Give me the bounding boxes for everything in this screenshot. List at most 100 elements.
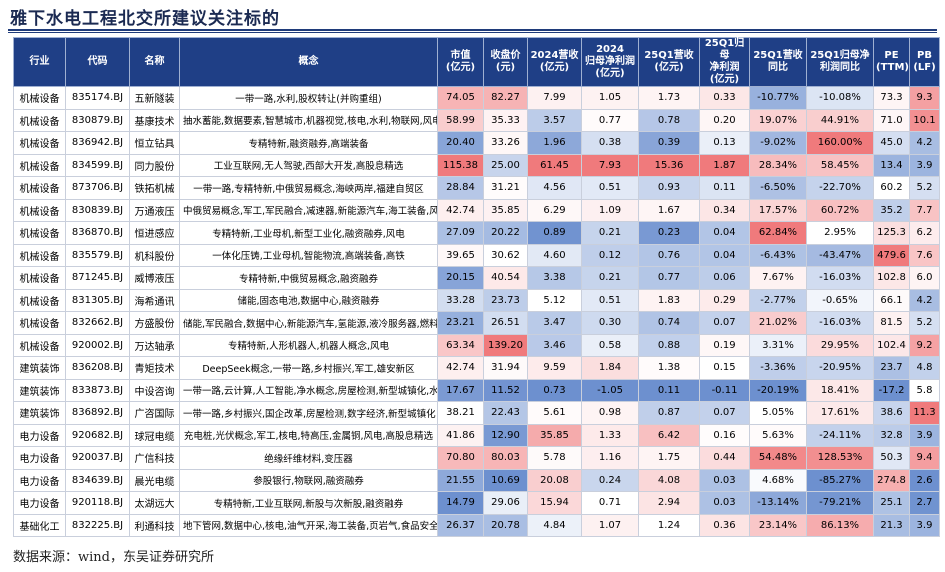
cell-pb-lf: 9.4 bbox=[909, 446, 940, 470]
cell-net-profit-25q1: 0.03 bbox=[699, 468, 750, 492]
cell-code: 920682.BJ bbox=[65, 423, 130, 447]
table-row[interactable]: 机械设备 836870.BJ 恒进感应 专精特新,工业母机,新型工业化,融资融券,风电… bbox=[13, 221, 940, 245]
cell-code: 832662.BJ bbox=[65, 311, 130, 335]
cell-market-cap: 74.05 bbox=[437, 86, 484, 110]
cell-name: 万通液压 bbox=[129, 198, 180, 222]
table-row[interactable]: 机械设备 830879.BJ 基康技术 抽水蓄能,数据要素,智慧城市,机器视觉,核电,… bbox=[13, 108, 940, 132]
cell-net-profit-25q1: 0.06 bbox=[699, 266, 750, 290]
cell-concept: 抽水蓄能,数据要素,智慧城市,机器视觉,核电,水利,物联网,风电 bbox=[179, 108, 438, 132]
table-body: 机械设备 835174.BJ 五新隧装 一带一路,水利,股权转让(并购重组) 74.05… bbox=[13, 86, 940, 537]
cell-net-profit-25q1: 0.34 bbox=[699, 198, 750, 222]
cell-pe-ttm: -17.2 bbox=[873, 378, 910, 402]
cell-revenue-2024: 5.78 bbox=[527, 446, 582, 470]
cell-net-profit-2024: 0.58 bbox=[581, 333, 639, 357]
cell-industry: 建筑装饰 bbox=[13, 356, 66, 380]
table-row[interactable]: 机械设备 871245.BJ 威博液压 专精特新,中俄贸易概念,融资融券 20.15 40… bbox=[13, 266, 940, 290]
table-row[interactable]: 电力设备 920682.BJ 球冠电缆 充电桩,光伏概念,军工,核电,特高压,金属铜,… bbox=[13, 423, 940, 447]
cell-industry: 建筑装饰 bbox=[13, 378, 66, 402]
cell-revenue-2024: 6.29 bbox=[527, 198, 582, 222]
table-row[interactable]: 机械设备 873706.BJ 铁拓机械 一带一路,专精特新,中俄贸易概念,海峡两岸,福… bbox=[13, 176, 940, 200]
cell-concept: 专精特新,工业母机,新型工业化,融资融券,风电 bbox=[179, 221, 438, 245]
cell-name: 方盛股份 bbox=[129, 311, 180, 335]
cell-net-profit-yoy-25q1: -24.11% bbox=[806, 423, 874, 447]
cell-close-price: 20.78 bbox=[483, 513, 528, 537]
cell-market-cap: 23.21 bbox=[437, 311, 484, 335]
cell-pb-lf: 3.9 bbox=[909, 153, 940, 177]
table-row[interactable]: 建筑装饰 836208.BJ 青矩技术 DeepSeek概念,一带一路,乡村振兴,军工… bbox=[13, 356, 940, 380]
cell-revenue-yoy-25q1: 19.07% bbox=[749, 108, 807, 132]
cell-net-profit-25q1: 0.16 bbox=[699, 423, 750, 447]
cell-net-profit-yoy-25q1: -16.03% bbox=[806, 266, 874, 290]
table-row[interactable]: 建筑装饰 833873.BJ 中设咨询 一带一路,云计算,人工智能,净水概念,房屋检测… bbox=[13, 378, 940, 402]
cell-concept: 专精特新,工业互联网,新股与次新股,融资融券 bbox=[179, 491, 438, 515]
table-row[interactable]: 机械设备 832662.BJ 方盛股份 储能,军民融合,数据中心,新能源汽车,氢能源,… bbox=[13, 311, 940, 335]
cell-pe-ttm: 73.3 bbox=[873, 86, 910, 110]
cell-net-profit-25q1: 0.15 bbox=[699, 356, 750, 380]
table-row[interactable]: 基础化工 832225.BJ 利通科技 地下管网,数据中心,核电,油气开采,海工装备,… bbox=[13, 513, 940, 537]
cell-net-profit-25q1: 0.29 bbox=[699, 288, 750, 312]
cell-market-cap: 21.55 bbox=[437, 468, 484, 492]
cell-concept: 一带一路,专精特新,中俄贸易概念,海峡两岸,福建自贸区 bbox=[179, 176, 438, 200]
header-revenue-yoy-25q1: 25Q1营收 同比 bbox=[749, 37, 807, 87]
cell-revenue-2024: 3.47 bbox=[527, 311, 582, 335]
table-row[interactable]: 电力设备 920037.BJ 广信科技 绝缘纤维材料,变压器 70.80 80.03 5.7… bbox=[13, 446, 940, 470]
cell-net-profit-25q1: 0.19 bbox=[699, 333, 750, 357]
cell-revenue-2024: 4.84 bbox=[527, 513, 582, 537]
cell-net-profit-25q1: 0.44 bbox=[699, 446, 750, 470]
cell-pb-lf: 6.2 bbox=[909, 221, 940, 245]
cell-close-price: 11.52 bbox=[483, 378, 528, 402]
cell-net-profit-2024: 0.77 bbox=[581, 108, 639, 132]
table-row[interactable]: 机械设备 831305.BJ 海希通讯 储能,固态电池,数据中心,融资融券 33.28 2… bbox=[13, 288, 940, 312]
cell-close-price: 26.51 bbox=[483, 311, 528, 335]
table-row[interactable]: 机械设备 830839.BJ 万通液压 中俄贸易概念,军工,军民融合,减速器,新能源汽… bbox=[13, 198, 940, 222]
table-row[interactable]: 电力设备 920118.BJ 太湖远大 专精特新,工业互联网,新股与次新股,融资融券 1… bbox=[13, 491, 940, 515]
cell-revenue-yoy-25q1: 3.31% bbox=[749, 333, 807, 357]
cell-name: 万达轴承 bbox=[129, 333, 180, 357]
cell-revenue-yoy-25q1: -10.77% bbox=[749, 86, 807, 110]
cell-industry: 机械设备 bbox=[13, 311, 66, 335]
cell-revenue-2024: 3.38 bbox=[527, 266, 582, 290]
cell-industry: 机械设备 bbox=[13, 221, 66, 245]
cell-revenue-25q1: 0.11 bbox=[638, 378, 700, 402]
cell-revenue-25q1: 1.67 bbox=[638, 198, 700, 222]
cell-revenue-2024: 9.59 bbox=[527, 356, 582, 380]
cell-pe-ttm: 479.6 bbox=[873, 243, 910, 267]
cell-pe-ttm: 125.3 bbox=[873, 221, 910, 245]
cell-pb-lf: 9.3 bbox=[909, 86, 940, 110]
cell-market-cap: 70.80 bbox=[437, 446, 484, 470]
table-row[interactable]: 机械设备 836942.BJ 恒立钻具 专精特新,融资融券,高端装备 20.40 33.2… bbox=[13, 131, 940, 155]
cell-name: 五新隧装 bbox=[129, 86, 180, 110]
cell-pe-ttm: 81.5 bbox=[873, 311, 910, 335]
cell-name: 机科股份 bbox=[129, 243, 180, 267]
cell-market-cap: 58.99 bbox=[437, 108, 484, 132]
cell-pb-lf: 11.3 bbox=[909, 401, 940, 425]
cell-revenue-yoy-25q1: 28.34% bbox=[749, 153, 807, 177]
cell-code: 832225.BJ bbox=[65, 513, 130, 537]
cell-industry: 基础化工 bbox=[13, 513, 66, 537]
cell-net-profit-25q1: 0.07 bbox=[699, 401, 750, 425]
cell-industry: 机械设备 bbox=[13, 333, 66, 357]
cell-industry: 电力设备 bbox=[13, 468, 66, 492]
table-row[interactable]: 建筑装饰 836892.BJ 广咨国际 一带一路,乡村振兴,国企改革,房屋检测,数字经… bbox=[13, 401, 940, 425]
cell-revenue-yoy-25q1: 23.14% bbox=[749, 513, 807, 537]
cell-revenue-2024: 61.45 bbox=[527, 153, 582, 177]
cell-revenue-25q1: 0.74 bbox=[638, 311, 700, 335]
cell-market-cap: 33.28 bbox=[437, 288, 484, 312]
cell-net-profit-yoy-25q1: 29.95% bbox=[806, 333, 874, 357]
table-row[interactable]: 电力设备 834639.BJ 晨光电缆 参股银行,物联网,融资融券 21.55 10.69… bbox=[13, 468, 940, 492]
cell-pb-lf: 10.1 bbox=[909, 108, 940, 132]
cell-market-cap: 39.65 bbox=[437, 243, 484, 267]
table-row[interactable]: 机械设备 835579.BJ 机科股份 一体化压铸,工业母机,智能物流,高端装备,高铁… bbox=[13, 243, 940, 267]
cell-pb-lf: 4.8 bbox=[909, 356, 940, 380]
cell-industry: 电力设备 bbox=[13, 491, 66, 515]
cell-concept: 地下管网,数据中心,核电,油气开采,海工装备,页岩气,食品安全 bbox=[179, 513, 438, 537]
cell-revenue-yoy-25q1: 54.48% bbox=[749, 446, 807, 470]
cell-code: 830879.BJ bbox=[65, 108, 130, 132]
cell-concept: 工业互联网,无人驾驶,西部大开发,高股息精选 bbox=[179, 153, 438, 177]
cell-net-profit-yoy-25q1: 17.61% bbox=[806, 401, 874, 425]
table-row[interactable]: 机械设备 834599.BJ 同力股份 工业互联网,无人驾驶,西部大开发,高股息精选 1… bbox=[13, 153, 940, 177]
table-row[interactable]: 机械设备 835174.BJ 五新隧装 一带一路,水利,股权转让(并购重组) 74.05… bbox=[13, 86, 940, 110]
cell-industry: 机械设备 bbox=[13, 176, 66, 200]
table-row[interactable]: 机械设备 920002.BJ 万达轴承 专精特新,人形机器人,机器人概念,风电 63.3… bbox=[13, 333, 940, 357]
cell-close-price: 20.22 bbox=[483, 221, 528, 245]
